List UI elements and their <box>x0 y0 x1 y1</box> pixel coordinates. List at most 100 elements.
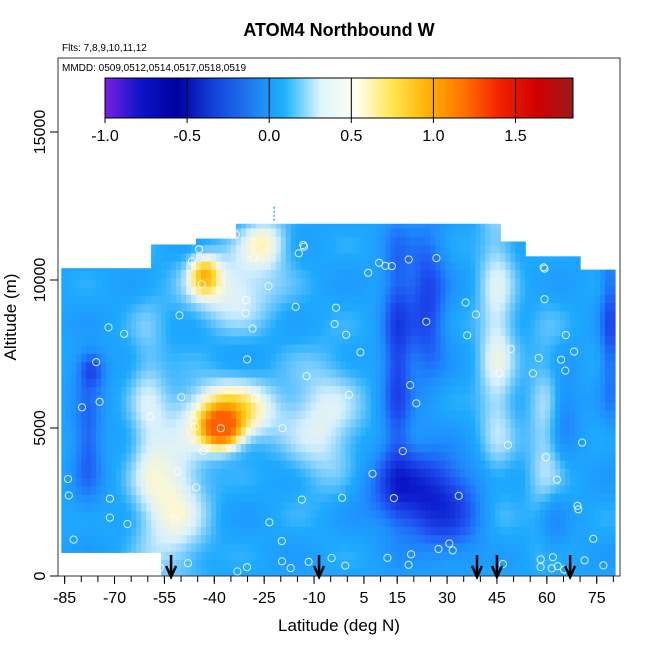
heatmap-cell <box>395 360 402 370</box>
heatmap-cell <box>390 451 397 461</box>
heatmap-cell <box>81 303 87 313</box>
heatmap-cell <box>385 319 392 328</box>
heatmap-cell <box>445 509 451 519</box>
heatmap-cell <box>61 320 67 330</box>
heatmap-cell <box>310 451 317 461</box>
heatmap-cell <box>595 468 601 478</box>
heatmap-cell <box>106 477 112 487</box>
heatmap-cell <box>485 443 491 453</box>
heatmap-cell <box>510 526 516 536</box>
heatmap-cell <box>415 377 422 386</box>
heatmap-cell <box>96 469 102 479</box>
heatmap-cell <box>320 377 327 386</box>
heatmap-cell <box>605 401 611 411</box>
heatmap-cell <box>440 236 447 246</box>
heatmap-cell <box>595 377 601 386</box>
heatmap-cell <box>600 285 606 295</box>
heatmap-cell <box>121 403 127 413</box>
heatmap-cell <box>435 459 442 469</box>
heatmap-cell <box>375 368 382 378</box>
heatmap-cell <box>355 493 362 503</box>
heatmap-cell <box>151 386 157 396</box>
heatmap-cell <box>191 401 197 411</box>
heatmap-cell <box>585 484 591 494</box>
heatmap-cell <box>440 468 447 478</box>
heatmap-cell <box>545 493 551 503</box>
heatmap-cell <box>540 435 546 444</box>
heatmap-cell <box>76 311 82 321</box>
heatmap-cell <box>555 451 561 461</box>
heatmap-cell <box>540 360 546 370</box>
heatmap-cell <box>181 542 187 552</box>
heatmap-cell <box>126 320 132 330</box>
heatmap-cell <box>525 493 531 503</box>
heatmap-cell <box>450 509 456 519</box>
heatmap-cell <box>61 535 67 545</box>
heatmap-cell <box>305 459 312 469</box>
heatmap-cell <box>435 542 442 552</box>
heatmap-cell <box>240 526 247 536</box>
heatmap-cell <box>225 435 232 444</box>
heatmap-cell <box>220 435 227 444</box>
heatmap-cell <box>435 435 442 444</box>
heatmap-cell <box>590 343 596 353</box>
heatmap-cell <box>390 493 397 503</box>
heatmap-cell <box>136 494 142 504</box>
heatmap-cell <box>465 227 471 237</box>
heatmap-cell <box>101 336 107 346</box>
heatmap-cell <box>405 534 412 544</box>
heatmap-cell <box>230 493 237 503</box>
heatmap-cell <box>415 385 422 395</box>
heatmap-cell <box>225 310 232 320</box>
heatmap-cell <box>295 285 302 295</box>
heatmap-cell <box>156 403 162 413</box>
heatmap-cell <box>495 223 501 229</box>
heatmap-cell <box>380 377 387 386</box>
heatmap-cell <box>585 352 591 362</box>
heatmap-cell <box>465 443 471 453</box>
heatmap-cell <box>220 310 227 320</box>
heatmap-cell <box>121 303 127 313</box>
heatmap-cell <box>191 294 197 304</box>
heatmap-cell <box>385 410 392 420</box>
heatmap-cell <box>365 360 372 370</box>
heatmap-cell <box>300 310 307 320</box>
heatmap-cell <box>515 559 521 569</box>
heatmap-cell <box>445 418 451 428</box>
heatmap-cell <box>360 534 367 544</box>
heatmap-cell <box>475 269 481 279</box>
heatmap-cell <box>530 493 536 503</box>
heatmap-cell <box>136 311 142 321</box>
heatmap-cell <box>495 526 501 536</box>
heatmap-cell <box>475 236 481 246</box>
heatmap-cell <box>330 302 337 312</box>
heatmap-cell <box>146 369 152 379</box>
heatmap-cell <box>61 336 67 346</box>
heatmap-cell <box>340 252 347 262</box>
heatmap-cell <box>171 343 177 353</box>
heatmap-cell <box>335 426 342 436</box>
heatmap-cell <box>111 328 117 338</box>
heatmap-cell <box>560 302 566 312</box>
heatmap-cell <box>136 436 142 446</box>
heatmap-cell <box>215 238 222 246</box>
heatmap-cell <box>106 328 112 338</box>
heatmap-cell <box>535 261 541 270</box>
heatmap-cell <box>151 444 157 454</box>
heatmap-cell <box>141 469 147 479</box>
heatmap-cell <box>610 509 616 519</box>
heatmap-cell <box>275 310 282 320</box>
heatmap-cell <box>610 567 616 576</box>
heatmap-cell <box>245 294 252 304</box>
heatmap-cell <box>480 285 486 295</box>
heatmap-cell <box>245 385 252 395</box>
heatmap-cell <box>116 295 122 305</box>
heatmap-cell <box>275 418 282 428</box>
heatmap-cell <box>550 435 556 444</box>
heatmap-cell <box>500 493 506 503</box>
heatmap-cell <box>240 410 247 420</box>
heatmap-cell <box>470 468 476 478</box>
heatmap-cell <box>380 418 387 428</box>
heatmap-cell <box>475 517 481 527</box>
heatmap-cell <box>340 542 347 552</box>
